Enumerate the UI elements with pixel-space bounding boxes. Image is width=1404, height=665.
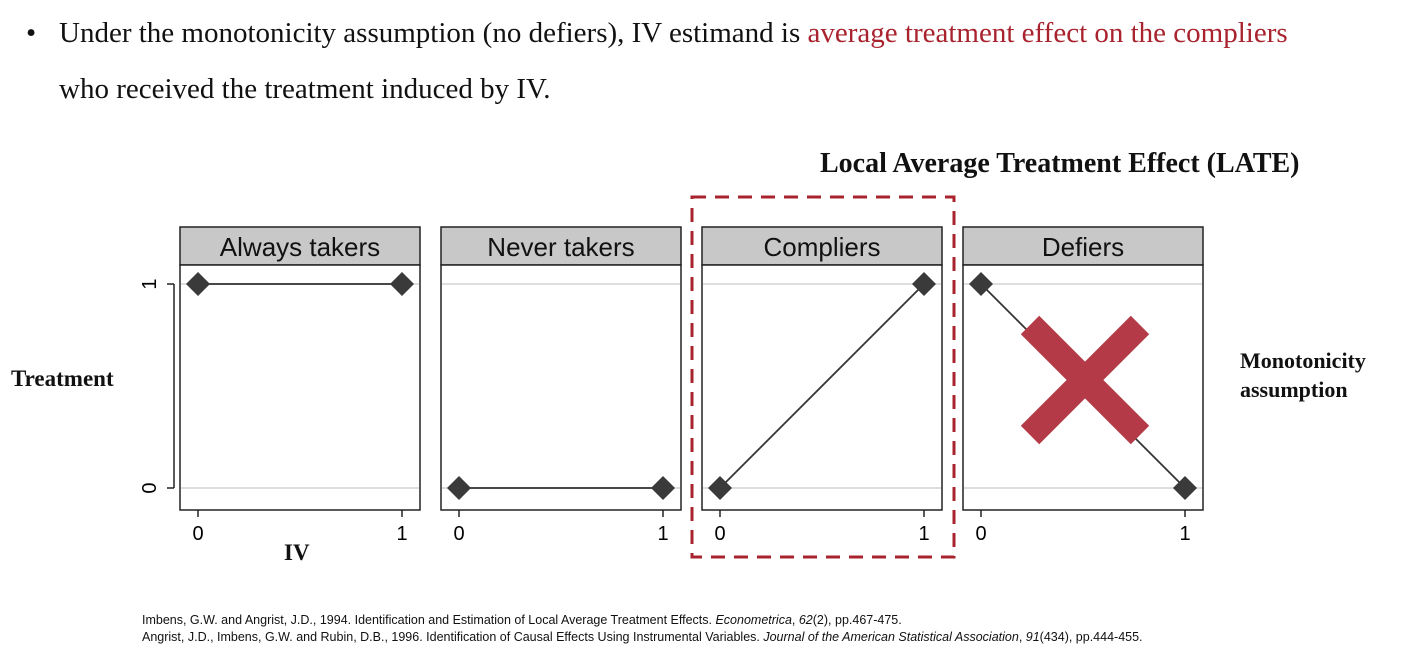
references: Imbens, G.W. and Angrist, J.D., 1994. Id… (142, 612, 1143, 646)
panel-header (962, 226, 1204, 266)
bullet-line-1: • Under the monotonicity assumption (no d… (26, 16, 1288, 50)
series-line (719, 283, 925, 489)
late-title: Local Average Treatment Effect (LATE) (820, 148, 1300, 179)
x-tick-label: 1 (1179, 523, 1190, 545)
data-point-marker (447, 476, 471, 500)
highlighted-text: average treatment effect on the complier… (807, 17, 1288, 49)
cross-icon (1020, 315, 1150, 445)
data-point-marker (186, 272, 210, 296)
x-tick-label: 0 (975, 523, 986, 545)
y-tick-label: 0 (139, 482, 161, 493)
data-point-marker (708, 476, 732, 500)
monotonicity-label-line1: Monotonicity (1240, 348, 1366, 373)
x-tick-label: 1 (657, 523, 668, 545)
panel-title: Always takers (220, 232, 380, 262)
bullet-text: Under the monotonicity assumption (no de… (59, 17, 808, 49)
panel-header (440, 226, 682, 266)
monotonicity-label-line2: assumption (1240, 377, 1348, 402)
panel-plot-area (179, 264, 421, 511)
highlight-box (690, 195, 956, 559)
x-tick-label: 1 (396, 523, 407, 545)
y-axis-label: Treatment (11, 366, 114, 391)
x-tick-label: 1 (918, 523, 929, 545)
bullet-line-2: who received the treatment induced by IV… (59, 73, 551, 105)
x-tick-label: 0 (453, 523, 464, 545)
data-point-marker (1173, 476, 1197, 500)
panel-title: Defiers (1042, 232, 1124, 262)
data-point-marker (651, 476, 675, 500)
data-point-marker (912, 272, 936, 296)
panel-header (701, 226, 943, 266)
data-point-marker (390, 272, 414, 296)
monotonicity-label: Monotonicity assumption (1240, 346, 1366, 404)
x-tick-label: 0 (192, 523, 203, 545)
bullet-icon: • (26, 17, 37, 49)
panel-plot-area (440, 264, 682, 511)
reference-1: Imbens, G.W. and Angrist, J.D., 1994. Id… (142, 613, 902, 627)
data-point-marker (969, 272, 993, 296)
x-axis-label: IV (284, 540, 310, 565)
reference-2: Angrist, J.D., Imbens, G.W. and Rubin, D… (142, 630, 1143, 644)
x-tick-label: 0 (714, 523, 725, 545)
panel-title: Never takers (487, 232, 634, 262)
panel-title: Compliers (763, 232, 880, 262)
y-tick-label: 1 (139, 278, 161, 289)
